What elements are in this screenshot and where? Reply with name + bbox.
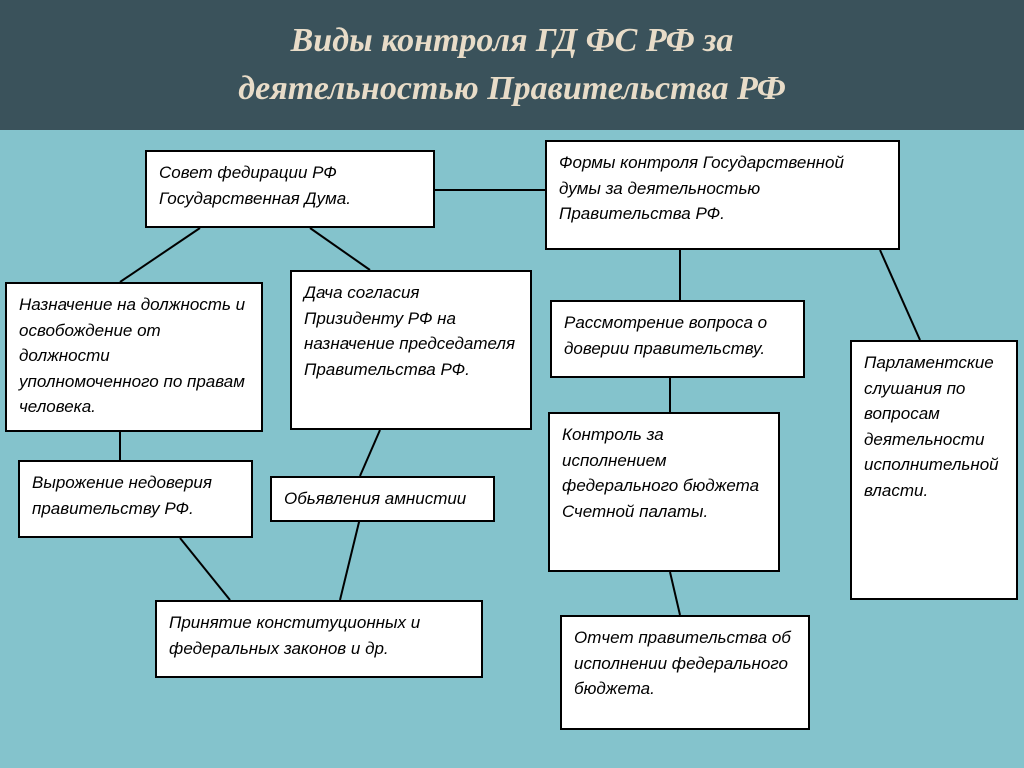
edge-n4-n6 [360,430,380,476]
node-n2: Формы контроля Государственной думы за д… [545,140,900,250]
node-n4: Дача согласия Призиденту РФ на назначени… [290,270,532,430]
node-n6: Обьявления амнистии [270,476,495,522]
title-line1: Виды контроля ГД ФС РФ за [291,22,734,59]
edge-n2-n10 [880,250,920,340]
node-n3: Назначение на должность и освобождение о… [5,282,263,432]
edge-n9-n11 [670,572,680,615]
node-n5: Вырожение недоверия правительству РФ. [18,460,253,538]
node-n8: Рассмотрение вопроса о доверии правитель… [550,300,805,378]
header: Виды контроля ГД ФС РФ за деятельностью … [0,0,1024,130]
edge-n1-n4 [310,228,370,270]
node-n9: Контроль за исполнением федерального бюд… [548,412,780,572]
node-n1: Совет федирации РФ Государственная Дума. [145,150,435,228]
node-n10: Парламентские слушания по вопросам деяте… [850,340,1018,600]
title-line2: деятельностью Правительства РФ [238,70,786,107]
node-n11: Отчет правительства об исполнении федера… [560,615,810,730]
node-n7: Принятие конституционных и федеральных з… [155,600,483,678]
page-title: Виды контроля ГД ФС РФ за деятельностью … [238,17,786,112]
edge-n1-n3 [120,228,200,282]
edge-n6-n7 [340,518,360,600]
edge-n5-n7 [180,538,230,600]
